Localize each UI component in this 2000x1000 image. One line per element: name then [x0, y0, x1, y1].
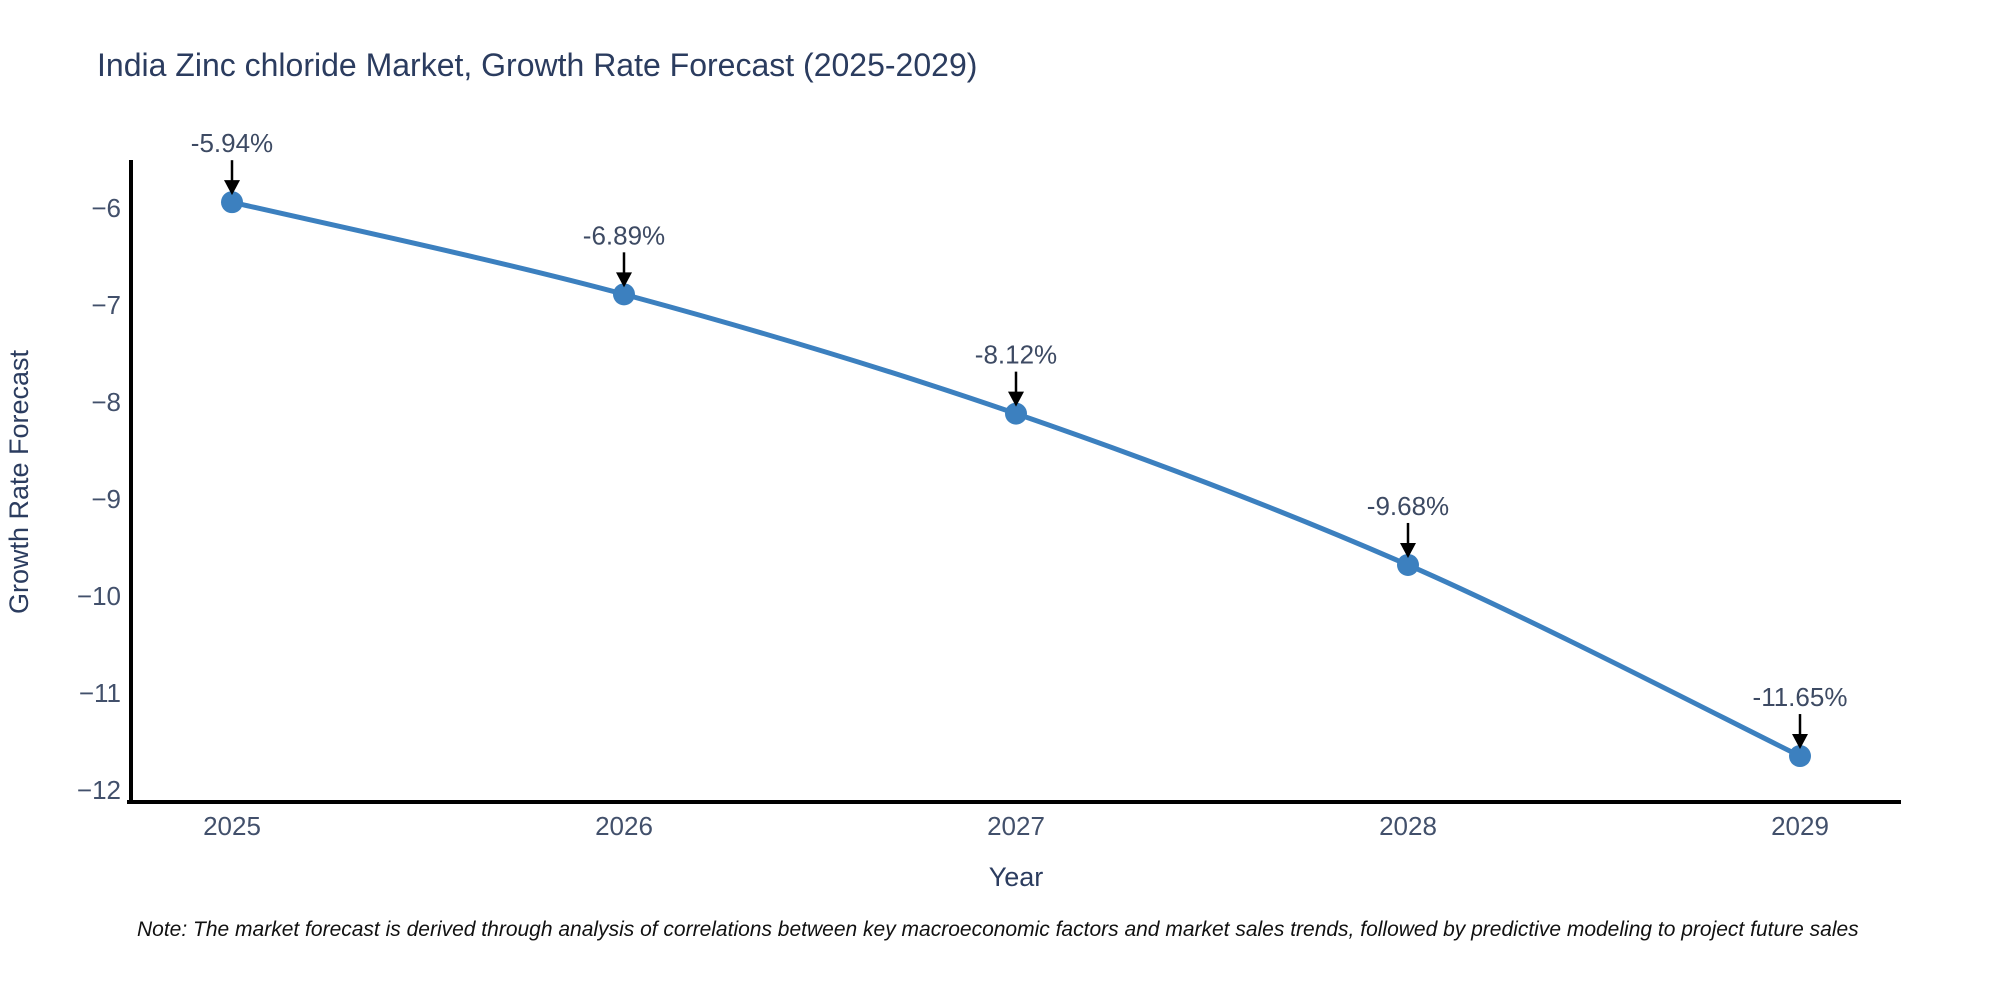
y-tick-label: −11	[79, 678, 121, 708]
annotation-arrowhead	[616, 272, 632, 288]
data-point-marker	[1397, 553, 1419, 576]
data-point-label: -5.94%	[191, 128, 273, 158]
data-point-label: -8.12%	[975, 340, 1057, 370]
chart-title: India Zinc chloride Market, Growth Rate …	[97, 47, 977, 83]
annotation-arrowhead	[224, 180, 240, 196]
x-tick-label: 2025	[203, 811, 261, 841]
data-point-label: -9.68%	[1367, 491, 1449, 521]
y-tick-label: −8	[91, 387, 121, 417]
trend-line	[229, 199, 1803, 759]
y-axis-title: Growth Rate Forecast	[4, 349, 34, 614]
data-point-label: -11.65%	[1753, 682, 1848, 712]
data-point-marker	[1789, 745, 1811, 768]
y-tick-label: −9	[91, 484, 121, 514]
plot-area: −6 −7 −8 −9 −10 −11 −12 2025 2026 2027 2028 2029 -5.…	[77, 128, 1901, 841]
annotation-arrowhead	[1792, 734, 1808, 750]
footnote: Note: The market forecast is derived thr…	[137, 918, 1859, 941]
data-point-marker	[221, 191, 243, 214]
x-tick-label: 2028	[1379, 811, 1437, 841]
y-tick-label: −7	[91, 290, 121, 320]
x-tick-label: 2029	[1771, 811, 1829, 841]
annotation-arrowhead	[1008, 391, 1024, 407]
y-tick-label: −12	[77, 775, 121, 805]
x-tick-label: 2027	[987, 811, 1045, 841]
data-point-marker	[613, 283, 635, 306]
y-tick-label: −6	[91, 193, 121, 223]
data-point-marker	[1005, 402, 1027, 425]
x-tick-label: 2026	[595, 811, 653, 841]
x-axis-title: Year	[989, 862, 1044, 892]
data-point-label: -6.89%	[583, 220, 665, 250]
y-tick-label: −10	[77, 581, 121, 611]
annotation-arrowhead	[1400, 542, 1416, 558]
